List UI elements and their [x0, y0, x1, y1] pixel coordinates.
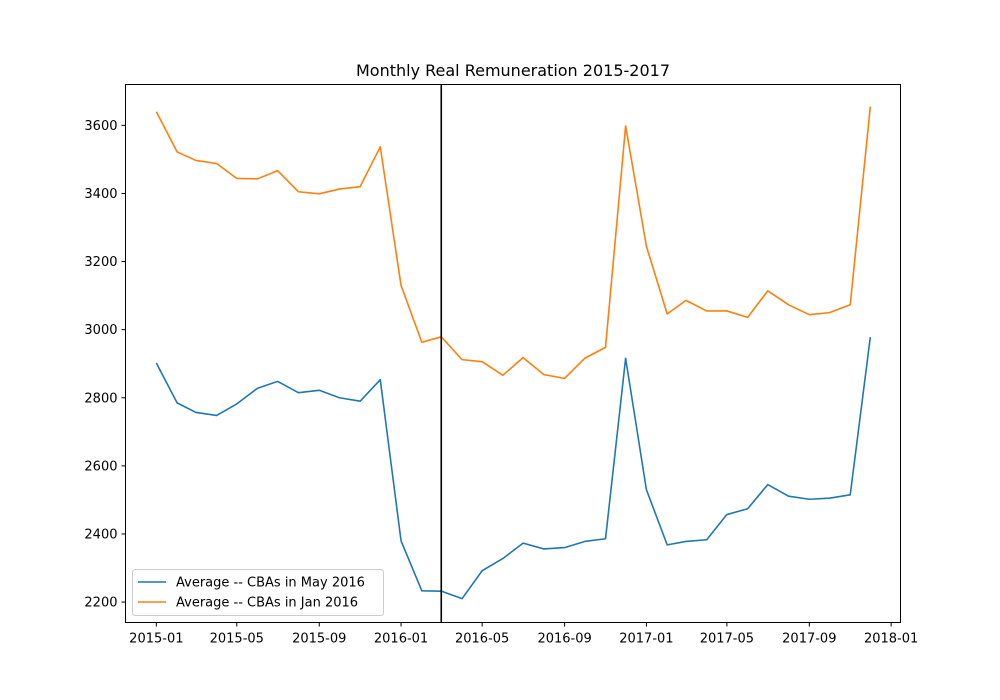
legend-box [132, 569, 384, 616]
y-axis: 2200 2400 2600 2800 3000 3200 3400 3600 [84, 119, 126, 611]
x-tick-label: 2015-09 [292, 632, 346, 647]
y-tick-label: 2200 [84, 596, 117, 611]
legend-label-2: Average -- CBAs in Jan 2016 [176, 596, 358, 611]
x-tick-label: 2016-05 [455, 632, 509, 647]
x-tick-label: 2015-01 [129, 632, 183, 647]
chart-marks [155, 84, 872, 623]
x-tick-label: 2017-09 [782, 632, 836, 647]
legend: Average -- CBAs in May 2016 Average -- CB… [132, 569, 384, 616]
y-tick-label: 3200 [84, 255, 117, 270]
x-axis: 2015-01 2015-05 2015-09 2016-01 2016-05 2016-… [129, 622, 918, 647]
series-line-2 [155, 106, 872, 380]
legend-label-1: Average -- CBAs in May 2016 [176, 576, 365, 591]
series-line-1 [155, 337, 872, 600]
x-tick-label: 2016-09 [537, 632, 591, 647]
x-tick-label: 2015-05 [210, 632, 264, 647]
y-tick-label: 3000 [84, 323, 117, 338]
y-tick-label: 3400 [84, 187, 117, 202]
x-tick-label: 2017-01 [619, 632, 673, 647]
y-tick-label: 2400 [84, 527, 117, 542]
x-tick-label: 2016-01 [374, 632, 428, 647]
chart-title: Monthly Real Remuneration 2015-2017 [356, 61, 670, 80]
x-tick-label: 2017-05 [700, 632, 754, 647]
x-tick-label: 2018-01 [864, 632, 918, 647]
y-tick-label: 2800 [84, 391, 117, 406]
y-tick-label: 3600 [84, 119, 117, 134]
y-tick-label: 2600 [84, 459, 117, 474]
plot-frame [125, 84, 901, 623]
